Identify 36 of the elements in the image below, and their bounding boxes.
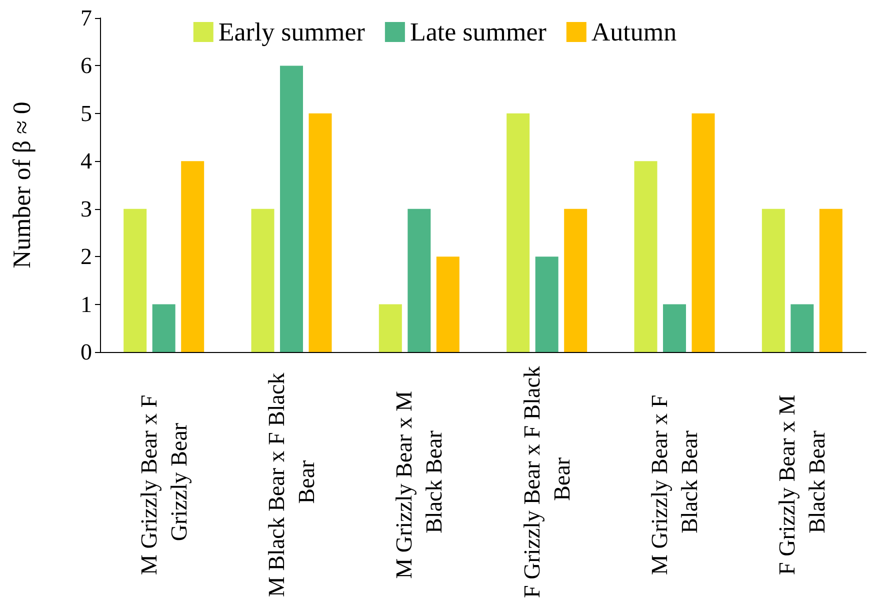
- y-tick-label: 6: [80, 53, 92, 78]
- bar: [819, 208, 842, 352]
- y-tick-label: 1: [80, 292, 92, 317]
- bar: [124, 208, 147, 352]
- y-tick-label: 4: [80, 148, 92, 174]
- bar: [436, 256, 460, 352]
- y-tick-label: 2: [80, 244, 92, 270]
- x-tick-label: F Grizzly Bear x F Black Bear: [519, 366, 574, 598]
- x-tick-label: M Grizzly Bear x F Grizzly Bear: [136, 389, 192, 575]
- legend-label: Autumn: [591, 18, 677, 46]
- bar: [152, 304, 176, 352]
- bar: [762, 208, 785, 352]
- x-tick-label: M Grizzly Bear x F Black Bear: [647, 389, 702, 575]
- y-tick-label: 3: [80, 196, 92, 222]
- bar: [506, 113, 530, 352]
- x-tick-label: M Black Bear x F Black Bear: [264, 367, 319, 597]
- x-tick-label: F Grizzly Bear x M Black Bear: [774, 389, 830, 575]
- bar: [308, 113, 332, 352]
- bar: [535, 256, 558, 352]
- bar: [251, 208, 274, 352]
- bar: [634, 161, 658, 352]
- bar: [181, 161, 204, 352]
- y-tick-label: 5: [80, 100, 92, 126]
- bar: [564, 208, 588, 352]
- bar: [408, 208, 431, 352]
- legend-label: Late summer: [410, 18, 547, 46]
- bar: [280, 66, 303, 352]
- bar: [790, 304, 814, 352]
- y-tick-label: 0: [80, 340, 92, 364]
- bar: [663, 304, 686, 352]
- y-tick-label: 7: [80, 6, 92, 30]
- legend-label: Early summer: [218, 18, 366, 46]
- x-tick-label: M Grizzly Bear x M Black Bear: [392, 385, 447, 579]
- bar: [378, 304, 402, 352]
- y-axis-title: Number of β ≈ 0: [9, 102, 36, 268]
- bar: [692, 113, 715, 352]
